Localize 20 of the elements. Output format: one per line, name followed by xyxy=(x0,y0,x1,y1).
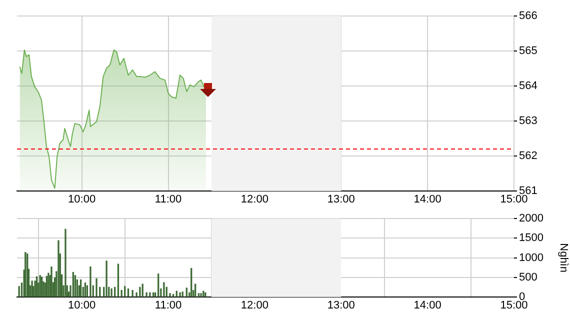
x-tick-label: 11:00 xyxy=(154,194,182,206)
y-tick-label: 565 xyxy=(519,45,538,58)
y-tick-label: 500 xyxy=(519,271,538,284)
y-tick-label: 2000 xyxy=(519,212,544,225)
y-tick-label: 1000 xyxy=(519,252,544,264)
x-tick-label: 12:00 xyxy=(240,194,268,206)
x-tick-label: 13:00 xyxy=(327,300,355,312)
x-tick-label: 12:00 xyxy=(240,300,268,312)
y-tick-label: 566 xyxy=(519,10,538,22)
x-tick-label: 14:00 xyxy=(414,300,442,312)
x-tick-label: 14:00 xyxy=(414,194,442,206)
y-axis-title: Nghìn xyxy=(557,243,570,272)
x-tick-label: 13:00 xyxy=(327,194,355,206)
y-tick-label: 563 xyxy=(519,115,538,128)
y-tick-label: 564 xyxy=(519,80,538,92)
x-tick-label: 10:00 xyxy=(68,194,96,206)
x-tick-label: 11:00 xyxy=(154,300,182,312)
y-tick-label: 562 xyxy=(519,150,538,162)
y-tick-label: 1500 xyxy=(519,232,544,244)
x-tick-label: 10:00 xyxy=(68,300,96,312)
